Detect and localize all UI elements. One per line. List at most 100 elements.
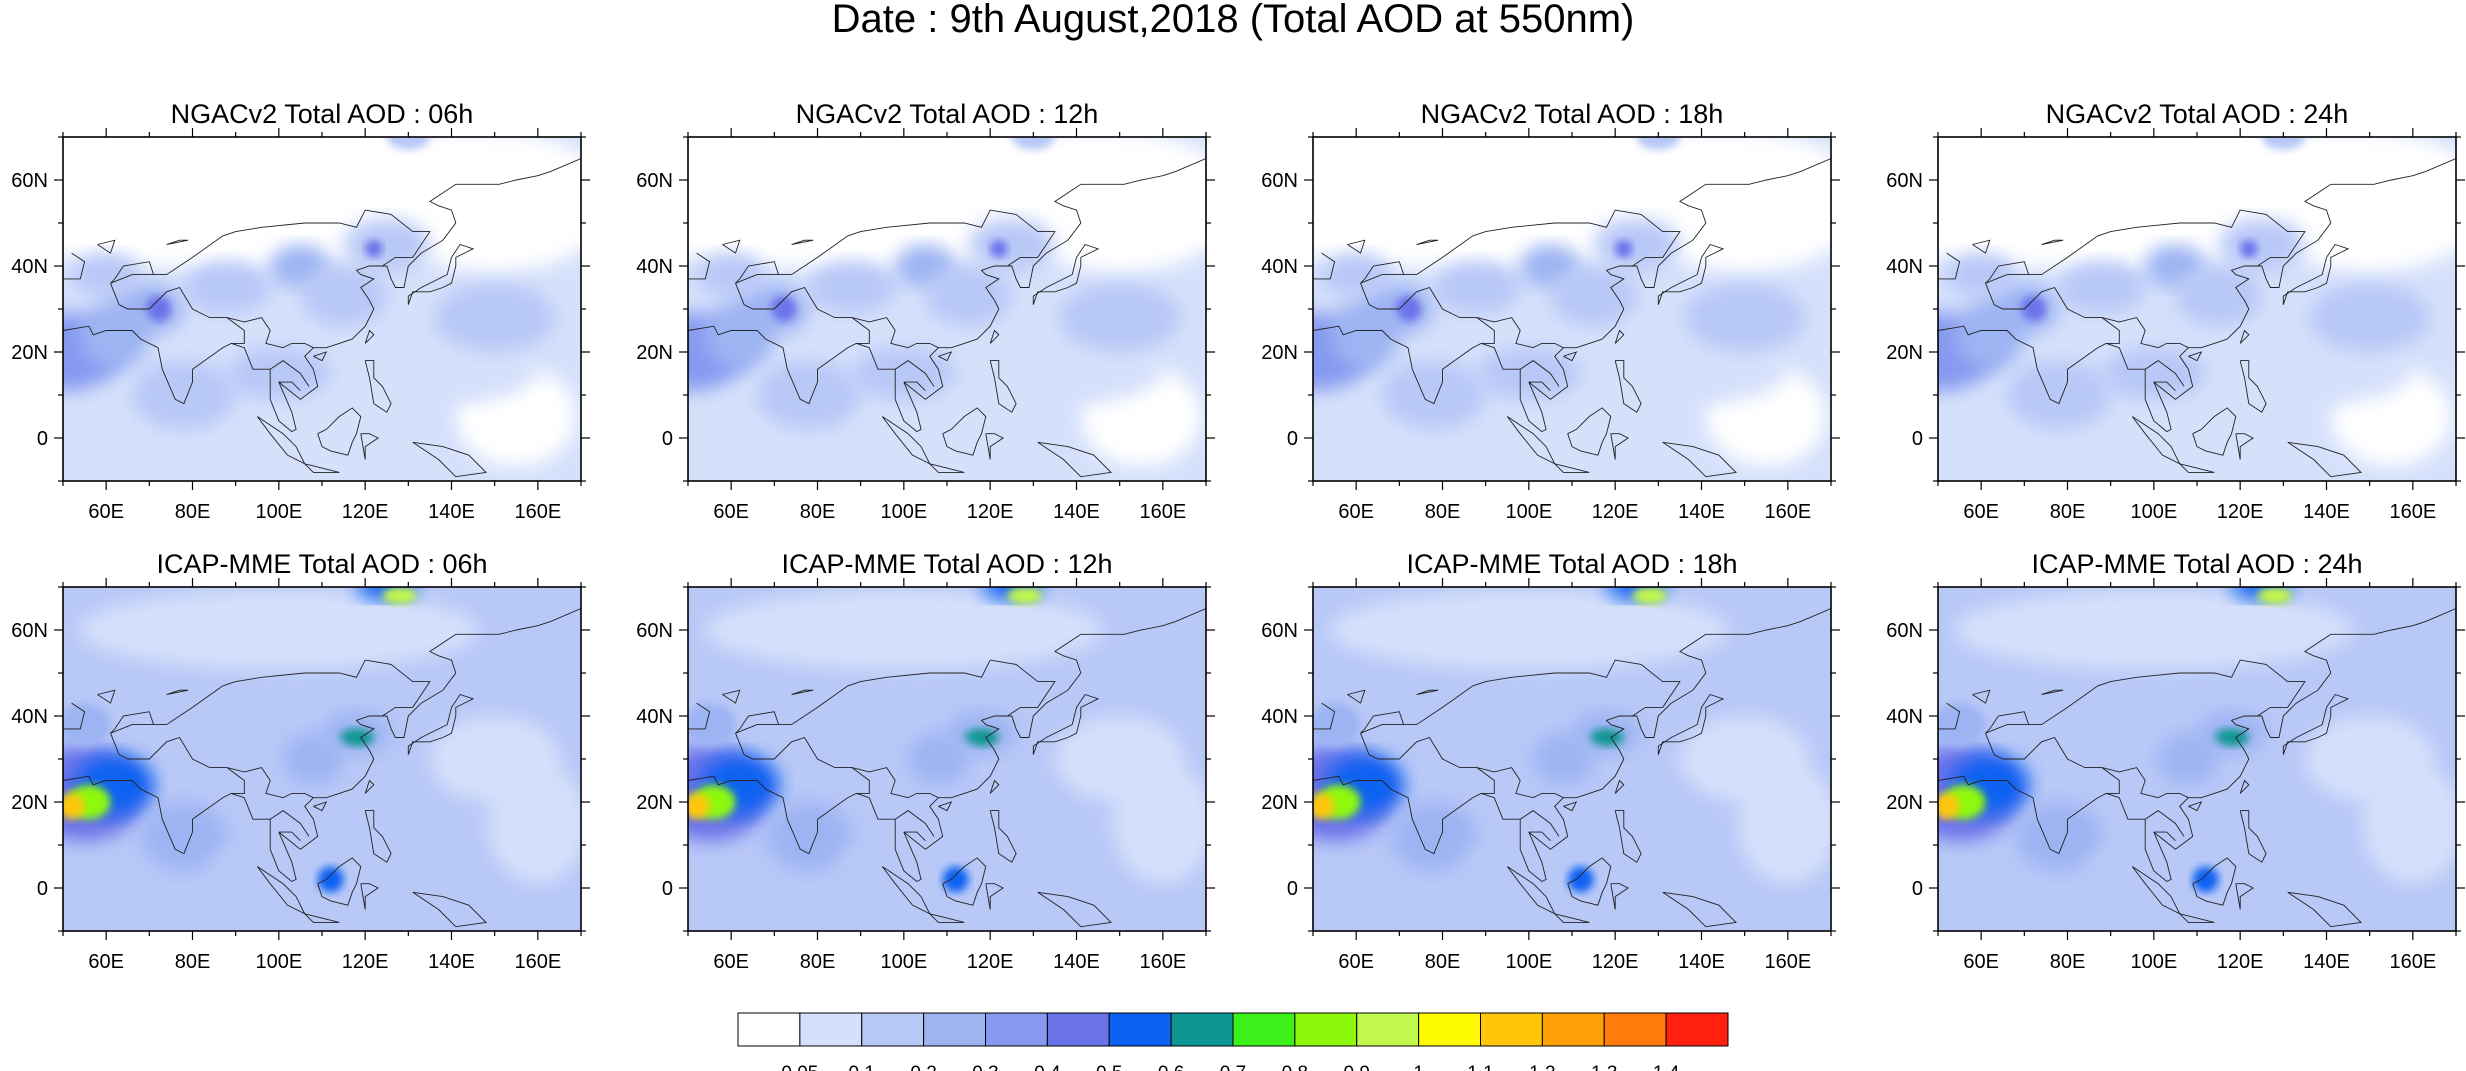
lon-tick-label: 160E <box>1139 951 1186 973</box>
lat-tick-label: 20N <box>1886 792 1923 814</box>
aod-field <box>1313 137 1831 481</box>
colorbar-swatch <box>1541 1012 1605 1047</box>
lon-tick-label: 120E <box>967 501 1014 523</box>
coastlines <box>1313 158 1831 478</box>
lon-tick-label: 60E <box>88 501 124 523</box>
lat-tick-label: 60N <box>11 620 48 642</box>
lat-tick-label: 20N <box>11 342 48 364</box>
lat-tick-label: 0 <box>37 428 48 450</box>
lat-tick-label: 0 <box>662 428 673 450</box>
lat-tick-label: 60N <box>636 620 673 642</box>
lon-tick-label: 140E <box>1678 951 1725 973</box>
lat-tick-label: 40N <box>636 256 673 278</box>
lon-tick-label: 120E <box>2217 951 2264 973</box>
lon-tick-label: 60E <box>88 951 124 973</box>
lon-tick-label: 160E <box>2389 951 2436 973</box>
lon-tick-label: 140E <box>1053 951 1100 973</box>
lat-tick-label: 20N <box>636 792 673 814</box>
lon-tick-label: 140E <box>428 501 475 523</box>
lon-tick-label: 160E <box>514 951 561 973</box>
lat-tick-label: 20N <box>1261 342 1298 364</box>
lat-tick-label: 60N <box>1886 620 1923 642</box>
lon-tick-label: 60E <box>713 951 749 973</box>
panel-title: ICAP-MME Total AOD : 18h <box>1406 549 1737 579</box>
figure-title: Date : 9th August,2018 (Total AOD at 550… <box>832 0 1635 41</box>
lat-tick-label: 0 <box>662 878 673 900</box>
colorbar-label: 0.2 <box>910 1063 936 1071</box>
colorbar-label: 0.4 <box>1034 1063 1061 1071</box>
colorbar-swatch <box>799 1012 863 1047</box>
panel-title: ICAP-MME Total AOD : 24h <box>2031 549 2362 579</box>
colorbar-label: 0.8 <box>1282 1063 1308 1071</box>
lat-tick-label: 40N <box>11 706 48 728</box>
lon-tick-label: 120E <box>967 951 1014 973</box>
coastlines <box>1313 608 1831 928</box>
lon-tick-label: 60E <box>713 501 749 523</box>
colorbar-swatch <box>1170 1012 1234 1047</box>
lat-tick-label: 0 <box>1912 878 1923 900</box>
map-panel-ngacv2-06h: NGACv2 Total AOD : 06h 60E 80E 100E 120E 140E… <box>11 99 590 523</box>
lon-tick-label: 140E <box>2303 951 2350 973</box>
colorbar-label: 0.3 <box>972 1063 998 1071</box>
colorbar-label: 0.7 <box>1220 1063 1246 1071</box>
lat-tick-label: 60N <box>636 170 673 192</box>
lon-tick-label: 100E <box>1505 501 1552 523</box>
lon-tick-label: 160E <box>1764 501 1811 523</box>
map-panel-ngacv2-18h: NGACv2 Total AOD : 18h 60E 80E 100E 120E 140E… <box>1261 99 1840 523</box>
colorbar-swatch <box>923 1012 986 1047</box>
colorbar-label: 1 <box>1413 1063 1424 1071</box>
lat-tick-label: 40N <box>636 706 673 728</box>
aod-field <box>688 137 1206 481</box>
aod-field <box>63 137 581 481</box>
lat-tick-label: 60N <box>11 170 48 192</box>
lon-tick-label: 100E <box>255 951 302 973</box>
coastlines <box>63 608 581 928</box>
aod-field <box>1313 587 1831 931</box>
lon-tick-label: 60E <box>1963 501 1999 523</box>
coastlines <box>63 158 581 478</box>
lon-tick-label: 80E <box>175 951 211 973</box>
lat-tick-label: 60N <box>1261 170 1298 192</box>
colorbar-label: 1.1 <box>1467 1063 1493 1071</box>
colorbar-label: 0.05 <box>781 1063 818 1071</box>
lat-tick-label: 60N <box>1261 620 1298 642</box>
colorbar-swatch <box>1232 1012 1296 1047</box>
lat-tick-label: 60N <box>1886 170 1923 192</box>
coastlines <box>1938 608 2456 928</box>
panel-title: NGACv2 Total AOD : 06h <box>171 99 474 129</box>
panel-title: ICAP-MME Total AOD : 06h <box>156 549 487 579</box>
colorbar-swatch <box>861 1012 925 1047</box>
lat-tick-label: 40N <box>1261 256 1298 278</box>
map-panel-icap-mme-18h: ICAP-MME Total AOD : 18h 60E 80E 100E 120E 14… <box>1261 549 1840 973</box>
lat-tick-label: 0 <box>1287 428 1298 450</box>
lon-tick-label: 100E <box>2130 951 2177 973</box>
aod-field <box>63 587 581 931</box>
lon-tick-label: 80E <box>1425 951 1461 973</box>
lon-tick-label: 60E <box>1338 501 1374 523</box>
lon-tick-label: 60E <box>1338 951 1374 973</box>
lon-tick-label: 160E <box>514 501 561 523</box>
map-panel-icap-mme-06h: ICAP-MME Total AOD : 06h 60E 80E 100E 120E 14… <box>11 549 590 973</box>
panel-title: NGACv2 Total AOD : 24h <box>2046 99 2349 129</box>
map-panel-icap-mme-12h: ICAP-MME Total AOD : 12h 60E 80E 100E 120E 14… <box>636 549 1215 973</box>
colorbar-swatch <box>1046 1012 1110 1047</box>
lon-tick-label: 80E <box>1425 501 1461 523</box>
lat-tick-label: 0 <box>1287 878 1298 900</box>
lon-tick-label: 140E <box>1678 501 1725 523</box>
panel-title: NGACv2 Total AOD : 18h <box>1421 99 1724 129</box>
colorbar-swatch <box>1603 1012 1667 1047</box>
aod-field <box>1938 587 2456 931</box>
coastlines <box>1938 158 2456 478</box>
lat-tick-label: 0 <box>1912 428 1923 450</box>
lon-tick-label: 120E <box>1592 501 1639 523</box>
colorbar-label: 0.9 <box>1344 1063 1370 1071</box>
panel-title: ICAP-MME Total AOD : 12h <box>781 549 1112 579</box>
lon-tick-label: 100E <box>880 501 927 523</box>
colorbar-swatch <box>1418 1012 1481 1047</box>
colorbar-label: 1.2 <box>1529 1063 1555 1071</box>
panel-title: NGACv2 Total AOD : 12h <box>796 99 1099 129</box>
colorbar: 0.05 0.1 0.2 0.3 0.4 0.5 0.6 0.7 0.8 0.9 1 1.1 1.2 1.… <box>737 1012 1729 1071</box>
map-panel-ngacv2-24h: NGACv2 Total AOD : 24h 60E 80E 100E 120E 140E… <box>1886 99 2465 523</box>
lon-tick-label: 140E <box>428 951 475 973</box>
